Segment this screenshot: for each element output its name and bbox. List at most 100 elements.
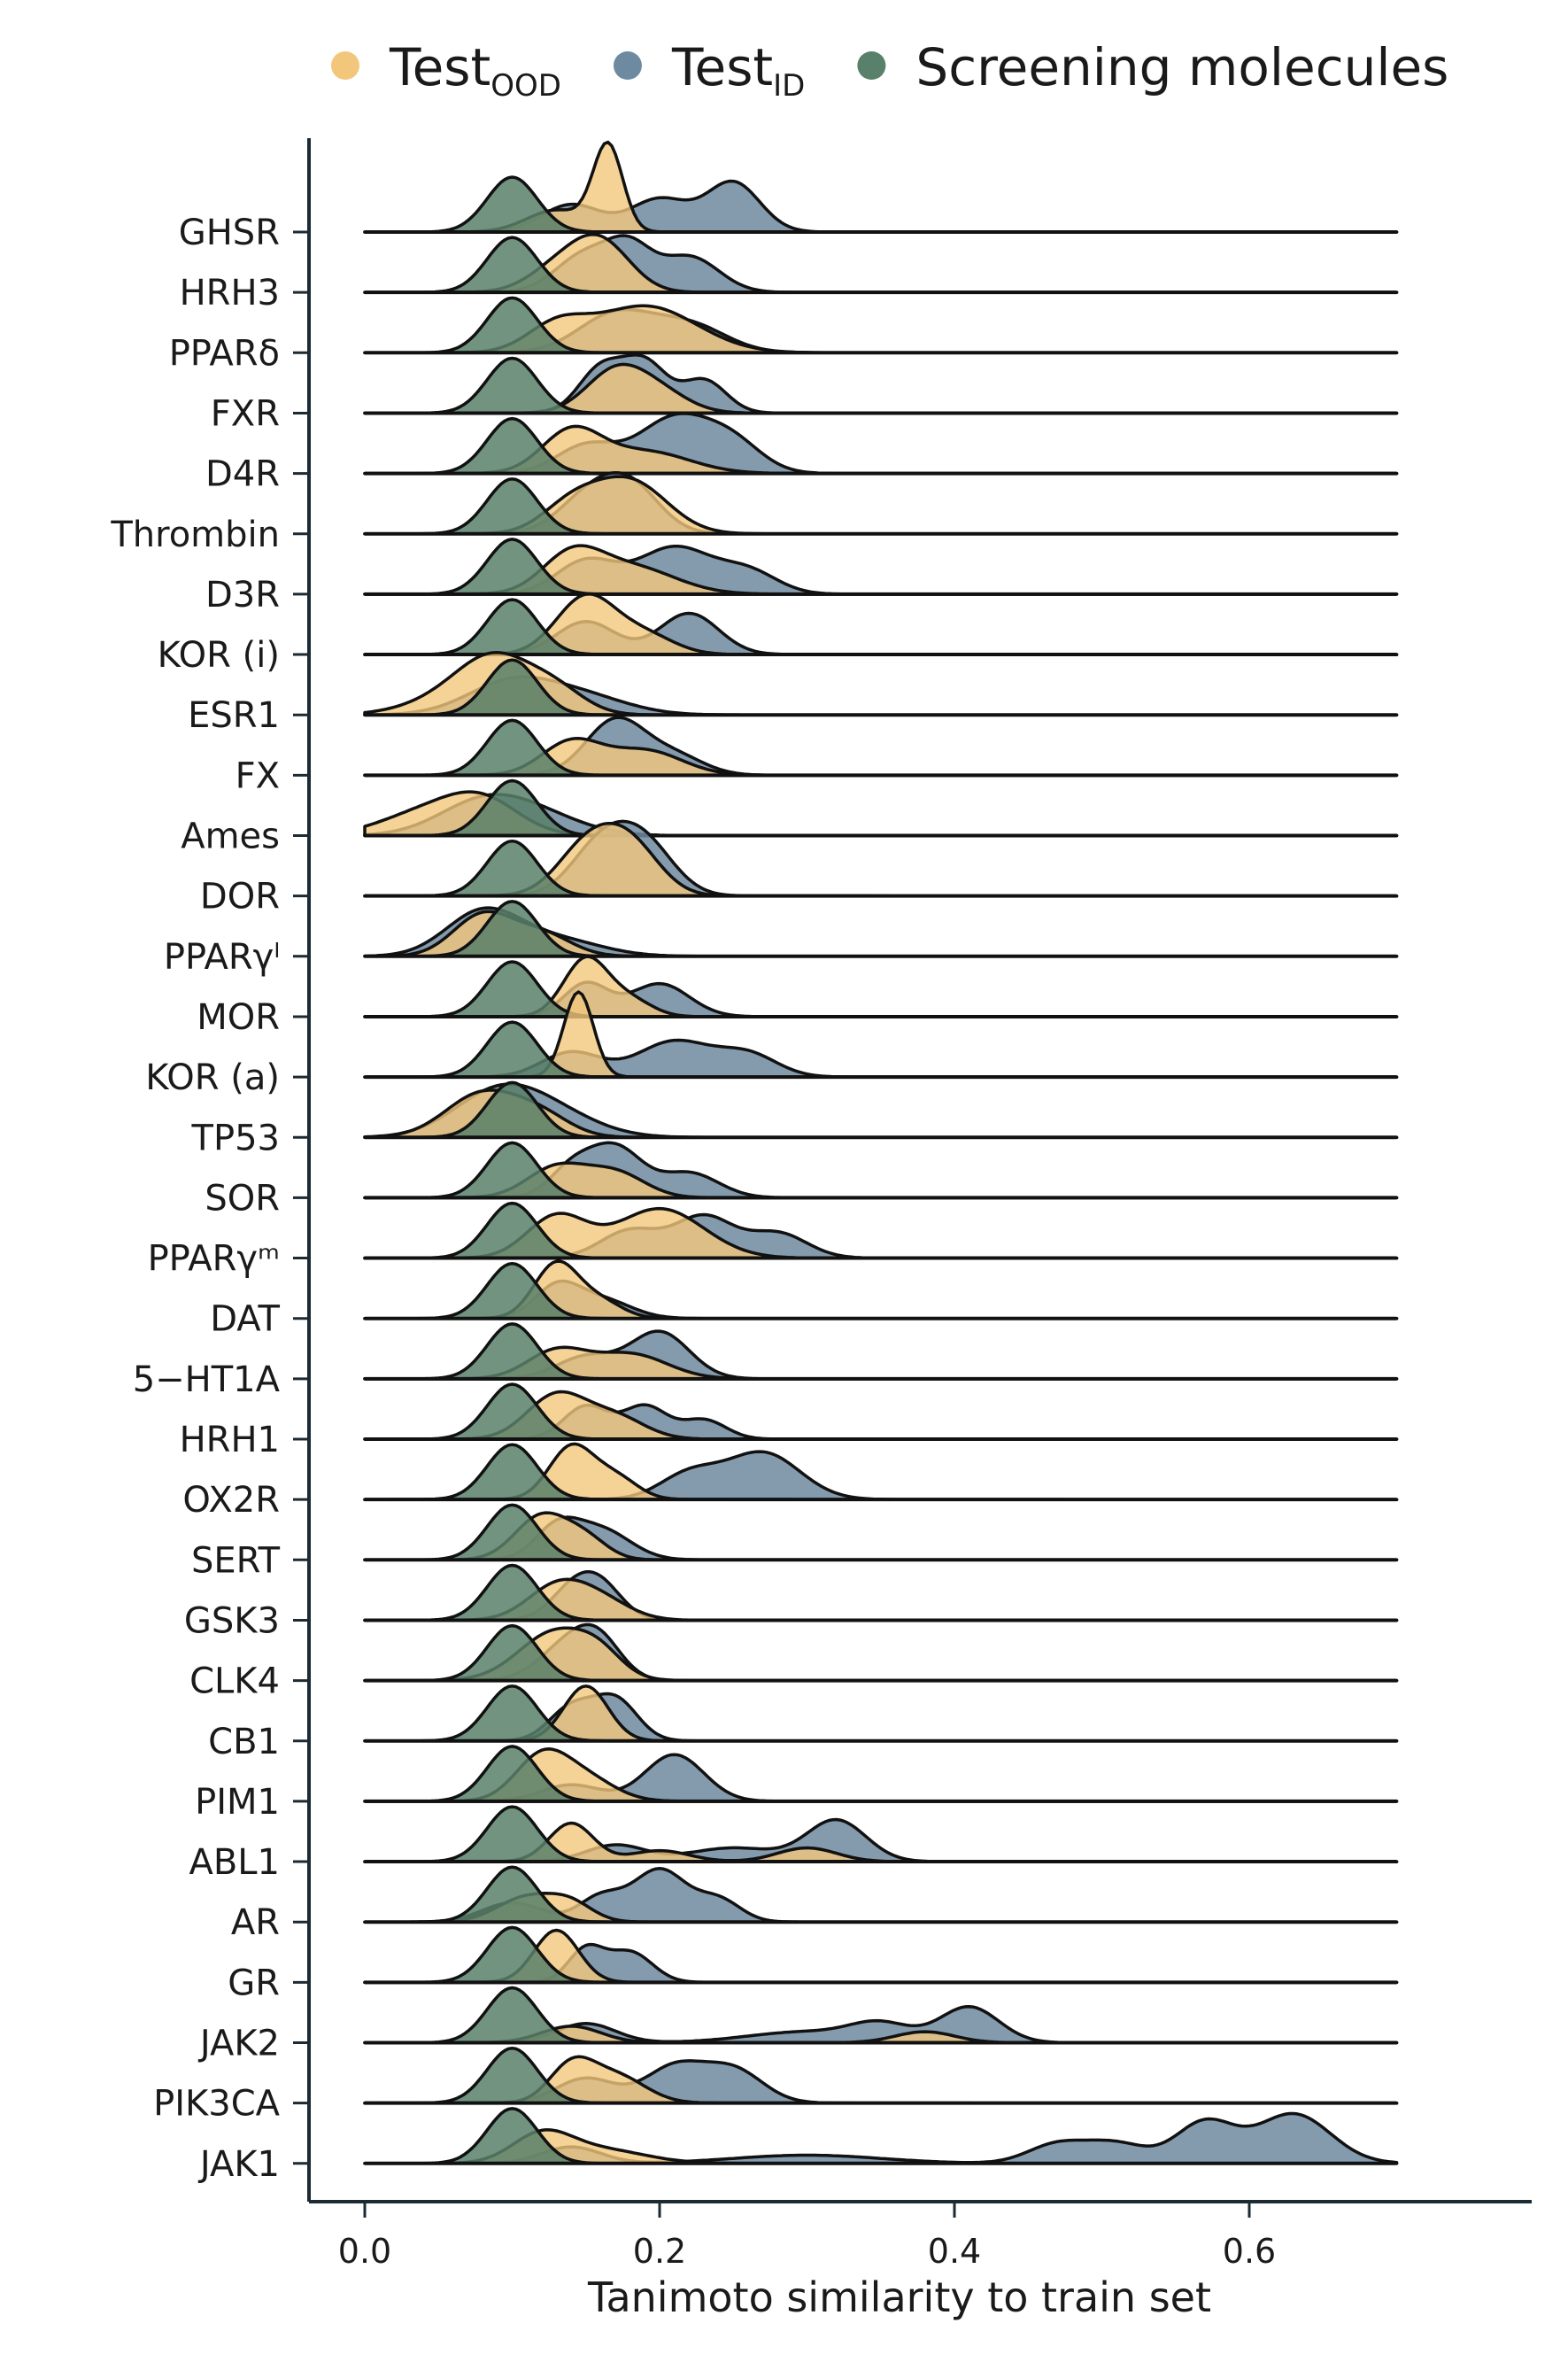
ridge-0: [363, 140, 1399, 234]
ridge-11: [363, 819, 1399, 898]
x-tick-label: 0.0: [338, 2232, 391, 2271]
legend-label-id: TestID: [671, 37, 805, 104]
category-label: JAK1: [197, 2144, 280, 2185]
category-label: Ames: [181, 817, 280, 857]
category-label: HRH3: [180, 273, 280, 314]
category-label: CLK4: [189, 1661, 280, 1702]
ridge-4: [363, 412, 1399, 476]
density-screening: [363, 718, 1399, 778]
ridge-26: [363, 1745, 1399, 1803]
x-axis-title: Tanimoto similarity to train set: [587, 2273, 1211, 2321]
category-label: MOR: [197, 997, 280, 1038]
ridge-27: [363, 1805, 1399, 1864]
density-screening: [363, 900, 1399, 958]
category-label: PIM1: [195, 1782, 280, 1823]
legend-marker-id: [613, 51, 642, 80]
ridge-2: [363, 296, 1399, 355]
legend-marker-ood: [331, 51, 359, 80]
density-screening: [363, 1865, 1399, 1924]
category-label: FX: [236, 755, 280, 796]
density-screening: [363, 1503, 1399, 1562]
density-screening: [363, 1201, 1399, 1260]
category-labels: GHSR HRH3 PPARδ FXR D4R Thrombin D3R KOR (i) ESR…: [110, 213, 309, 2185]
density-screening: [363, 1684, 1399, 1743]
density-screening: [363, 538, 1399, 596]
category-label: ABL1: [189, 1842, 280, 1883]
category-label: OX2R: [182, 1480, 280, 1521]
category-label: KOR (a): [145, 1057, 280, 1098]
density-screening: [363, 296, 1399, 355]
density-screening: [363, 1745, 1399, 1803]
density-screening: [363, 1141, 1399, 1200]
ridge-5: [363, 470, 1399, 536]
ridge-17: [363, 1201, 1399, 1260]
density-screening: [363, 1322, 1399, 1381]
category-label: JAK2: [197, 2024, 280, 2064]
x-tick-label: 0.6: [1223, 2232, 1276, 2271]
legend-marker-screen: [857, 51, 886, 80]
density-screening: [363, 477, 1399, 536]
category-label: DOR: [200, 877, 280, 918]
category-label: AR: [231, 1902, 280, 1943]
density-screening: [363, 658, 1399, 716]
density-screening: [363, 175, 1399, 234]
ridge-7: [363, 592, 1399, 657]
ridge-8: [363, 651, 1399, 717]
ridge-23: [363, 1563, 1399, 1622]
ridge-32: [363, 2107, 1399, 2165]
x-tick-label: 0.2: [633, 2232, 686, 2271]
category-label: ESR1: [188, 695, 280, 736]
density-screening: [363, 356, 1399, 415]
category-label: GSK3: [184, 1600, 280, 1641]
density-screening: [363, 598, 1399, 656]
density-screening: [363, 778, 1399, 838]
category-label: GHSR: [179, 213, 280, 253]
category-label: SOR: [205, 1178, 280, 1219]
ridge-21: [363, 1442, 1399, 1502]
ridge-30: [363, 1986, 1399, 2045]
ridge-15: [363, 1080, 1399, 1140]
ridge-6: [363, 538, 1399, 596]
density-screening: [363, 1443, 1399, 1501]
category-label: KOR (i): [158, 635, 280, 676]
density-screening: [363, 2046, 1399, 2105]
density-screening: [363, 1925, 1399, 1985]
ridge-31: [363, 2046, 1399, 2105]
category-label: PPARγᵐ: [148, 1239, 280, 1280]
density-screening: [363, 839, 1399, 898]
ridge-29: [363, 1925, 1399, 1985]
ridge-1: [363, 232, 1399, 295]
ridge-22: [363, 1503, 1399, 1562]
density-screening: [363, 1563, 1399, 1622]
category-label: D3R: [205, 575, 280, 616]
density-screening: [363, 1382, 1399, 1441]
ridge-12: [363, 900, 1399, 958]
ridge-18: [363, 1259, 1399, 1320]
density-screening: [363, 236, 1399, 294]
ridges: [363, 140, 1399, 2165]
density-screening: [363, 1623, 1399, 1683]
ridge-14: [363, 990, 1399, 1080]
ridge-20: [363, 1382, 1399, 1441]
axes: [307, 138, 1532, 2203]
category-label: PPARγˡ: [164, 937, 280, 978]
x-tick-label: 0.4: [928, 2232, 981, 2271]
density-screening: [363, 416, 1399, 476]
ridge-19: [363, 1322, 1399, 1381]
legend: TestOOD TestID Screening molecules: [331, 37, 1448, 104]
category-label: FXR: [211, 393, 280, 434]
category-label: TP53: [191, 1118, 280, 1158]
ridge-28: [363, 1865, 1399, 1924]
ridge-16: [363, 1141, 1399, 1200]
density-screening: [363, 960, 1399, 1018]
category-label: HRH1: [180, 1420, 280, 1460]
category-label: DAT: [210, 1299, 280, 1340]
x-ticks: 0.0 0.2 0.4 0.6: [338, 2202, 1276, 2271]
ridge-13: [363, 955, 1399, 1018]
ridge-3: [363, 353, 1399, 415]
category-label: CB1: [208, 1722, 280, 1762]
category-label: D4R: [205, 454, 280, 495]
ridge-10: [363, 778, 1399, 838]
category-label: Thrombin: [110, 515, 280, 555]
